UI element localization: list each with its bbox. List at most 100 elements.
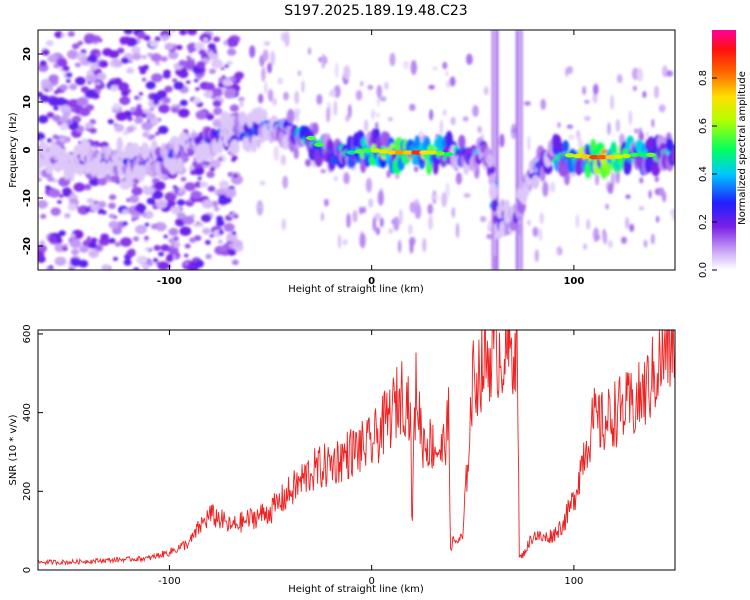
- spectrogram-cell: [164, 192, 177, 202]
- spectrogram-cell: [189, 237, 197, 243]
- spectrogram-cell: [120, 57, 129, 64]
- spectrogram-cell: [40, 94, 50, 103]
- spectrogram-cell: [359, 206, 363, 215]
- spectrogram-cell: [60, 33, 66, 37]
- spectrogram-cell: [414, 203, 422, 219]
- spectrogram-cell: [306, 135, 316, 141]
- spectrogram-cell: [584, 115, 591, 122]
- spectrogram-cell: [131, 217, 136, 222]
- x-tick-label: -100: [157, 276, 182, 287]
- spectrogram-cell: [58, 136, 66, 143]
- spectrogram-cell: [195, 110, 208, 120]
- spectrogram-cell: [388, 228, 394, 234]
- spectrogram-cell: [582, 243, 588, 250]
- spectrogram-cell: [645, 152, 656, 157]
- spectrogram-cell: [155, 131, 160, 136]
- spectrogram-cell: [386, 150, 397, 155]
- spectrogram-cell: [179, 226, 192, 236]
- spectrogram-cell: [77, 40, 84, 46]
- spectrogram-cell: [540, 98, 546, 110]
- spectrogram-cell: [144, 236, 149, 241]
- spectrogram-cell: [136, 31, 146, 39]
- spectrogram-cell: [333, 176, 339, 181]
- spectrogram-cell: [44, 78, 49, 83]
- spectrogram-cell: [231, 158, 236, 162]
- spectrogram-cell: [295, 109, 299, 123]
- spectrogram-cell: [117, 47, 125, 54]
- spectrogram-cell: [370, 148, 381, 153]
- spectrogram-cell: [158, 125, 169, 135]
- spectrogram-cell: [355, 89, 363, 101]
- spectrogram-cell: [362, 148, 373, 153]
- spectrogram-cell: [62, 111, 71, 118]
- spectrogram-cell: [108, 50, 120, 59]
- spectrogram-cell: [645, 131, 650, 138]
- spectrogram-cell: [133, 267, 140, 270]
- spectrogram-cell: [164, 85, 173, 93]
- spectrogram-cell: [632, 85, 638, 92]
- spectrogram-cell: [221, 75, 226, 79]
- spectrogram-cell: [624, 217, 630, 229]
- colorbar-tick-label: 0.2: [698, 214, 709, 230]
- spectrogram-cell: [126, 249, 136, 257]
- spectrogram-cell: [433, 194, 439, 201]
- spectrogram-cell: [141, 65, 149, 71]
- spectrogram-cell: [209, 166, 216, 172]
- spectrogram-cell: [307, 47, 312, 55]
- spectrogram-cell: [273, 145, 280, 161]
- spectrogram-cell: [320, 169, 327, 174]
- spectrogram-cell: [378, 149, 389, 154]
- spectrogram-cell: [488, 182, 498, 200]
- spectrogram-cell: [227, 41, 235, 48]
- spectrogram-cell: [607, 182, 614, 194]
- spectrogram-cell: [374, 212, 381, 221]
- y-tick-label: 0: [22, 567, 33, 573]
- spectrogram-cell: [74, 62, 82, 68]
- spectrogram-cell: [151, 190, 164, 200]
- spectrogram-cell: [71, 43, 80, 50]
- spectrogram-cell: [52, 134, 59, 140]
- spectrogram-cell: [238, 96, 245, 102]
- spectrogram-cell: [455, 222, 460, 239]
- spectrogram-cell: [414, 166, 419, 173]
- spectrogram-cell: [496, 290, 501, 298]
- spectrogram-cell: [311, 122, 319, 135]
- spectrogram-cell: [170, 206, 181, 215]
- spectrogram-cell: [149, 40, 159, 48]
- spectrogram-cell: [46, 112, 55, 118]
- spectrogram-cell: [201, 199, 214, 209]
- spectrogram-cell: [123, 30, 133, 35]
- spectrogram-cell: [141, 121, 153, 131]
- spectrogram-cell: [326, 107, 331, 123]
- spectrogram-cell: [211, 58, 223, 69]
- spectrogram-cell: [207, 43, 216, 50]
- spectrogram-cell: [267, 89, 274, 102]
- spectrogram-cell: [217, 188, 226, 195]
- spectrogram-cell: [38, 177, 42, 182]
- spectrogram-cell: [108, 238, 116, 244]
- spectrogram-cell: [280, 32, 286, 42]
- spectrogram-cell: [194, 78, 199, 83]
- spectrogram-cell: [158, 104, 170, 114]
- spectrogram-cell: [154, 36, 161, 42]
- spectrogram-cell: [120, 237, 132, 247]
- spectrogram-cell: [261, 67, 266, 82]
- spectrogram-cell: [495, 270, 501, 280]
- spectrogram-cell: [360, 80, 364, 87]
- spectrogram-cell: [114, 123, 125, 133]
- spectrogram-cell: [301, 80, 305, 93]
- spectrogram-cell: [409, 240, 414, 254]
- y-tick-label: 200: [22, 482, 33, 501]
- spectrogram-cell: [190, 190, 202, 200]
- spectrogram-cell: [114, 60, 123, 68]
- spectrogram-cell: [205, 161, 210, 166]
- spectrogram-x-ticks: -100 0 100: [157, 30, 584, 287]
- snr-x-ticks: -100 0 100: [158, 330, 583, 587]
- spectrogram-cell: [152, 99, 160, 105]
- spectrogram-cell: [136, 255, 148, 265]
- spectrogram-cell: [108, 80, 113, 84]
- spectrogram-cell: [395, 150, 405, 155]
- spectrogram-cell: [59, 116, 68, 123]
- spectrogram-cell: [367, 84, 374, 90]
- spectrogram-cell: [63, 243, 68, 248]
